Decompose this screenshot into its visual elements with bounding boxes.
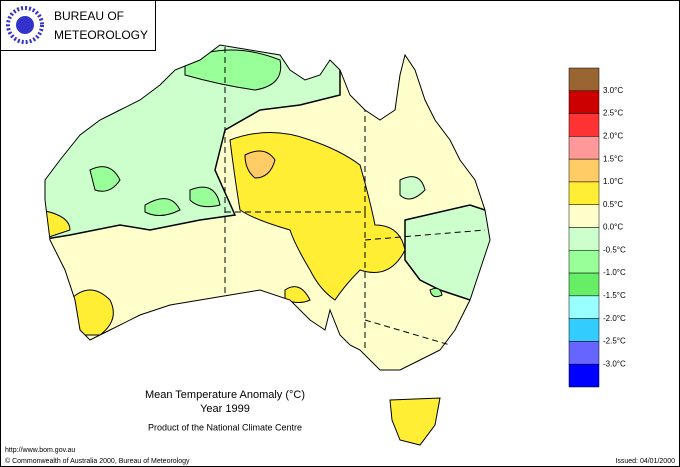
border — [364, 319, 451, 346]
zone — [429, 287, 443, 298]
legend-label: 0.0°C — [603, 223, 623, 232]
legend-swatch — [568, 67, 600, 92]
tasmania — [389, 397, 441, 446]
logo-text: METEOROLOGY — [54, 28, 148, 42]
legend-label: 2.0°C — [603, 131, 623, 140]
zone — [89, 166, 221, 216]
map-subtitle: Year 1999 — [200, 403, 250, 415]
state-borders — [224, 47, 486, 350]
logo: BUREAU OF METEOROLOGY — [0, 0, 156, 51]
copyright: © Commonwealth of Australia 2000, Bureau… — [5, 457, 190, 465]
legend-label: -2.0°C — [603, 314, 626, 323]
logo-emblem — [6, 6, 44, 44]
legend-label: -3.0°C — [603, 359, 626, 368]
legend-label: 3.0°C — [603, 86, 623, 95]
legend-label: 0.5°C — [603, 200, 623, 209]
legend-label: 2.5°C — [603, 109, 623, 118]
legend-swatch — [568, 181, 600, 205]
legend-swatch — [568, 113, 600, 137]
legend-swatch — [568, 341, 600, 365]
border — [364, 229, 486, 241]
legend-swatch — [568, 136, 600, 160]
legend-label: -1.5°C — [603, 291, 626, 300]
legend-label: 1.5°C — [603, 154, 623, 163]
zone — [184, 49, 282, 91]
url: http://www.bom.gov.au — [5, 447, 75, 454]
legend-swatch — [568, 272, 600, 297]
zone — [244, 150, 276, 179]
legend-swatch — [568, 295, 600, 319]
logo-emblem-core — [16, 16, 34, 34]
legend-label: -2.5°C — [603, 337, 626, 346]
credit: Product of the National Climate Centre — [148, 422, 302, 432]
zone — [399, 176, 426, 200]
legend-swatch — [568, 204, 600, 228]
coastline — [44, 44, 491, 371]
legend-swatch — [568, 363, 600, 388]
issued: Issued: 04/01/2000 — [615, 458, 675, 465]
zone — [229, 132, 406, 301]
legend-swatch — [568, 250, 600, 274]
legend-label: -0.5°C — [603, 245, 626, 254]
legend-swatch — [568, 90, 600, 114]
legend-swatch — [568, 158, 600, 183]
legend-swatch — [568, 227, 600, 251]
legend-label: -1.0°C — [603, 268, 626, 277]
logo-text: BUREAU OF — [54, 9, 124, 23]
map-title: Mean Temperature Anomaly (°C) — [145, 389, 305, 401]
legend-label: 1.0°C — [603, 177, 623, 186]
legend: 3.0°C 2.5°C 2.0°C 1.5°C 1.0°C 0.5°C 0.0°C -0.5°… — [568, 67, 626, 388]
legend-swatch — [568, 318, 600, 342]
